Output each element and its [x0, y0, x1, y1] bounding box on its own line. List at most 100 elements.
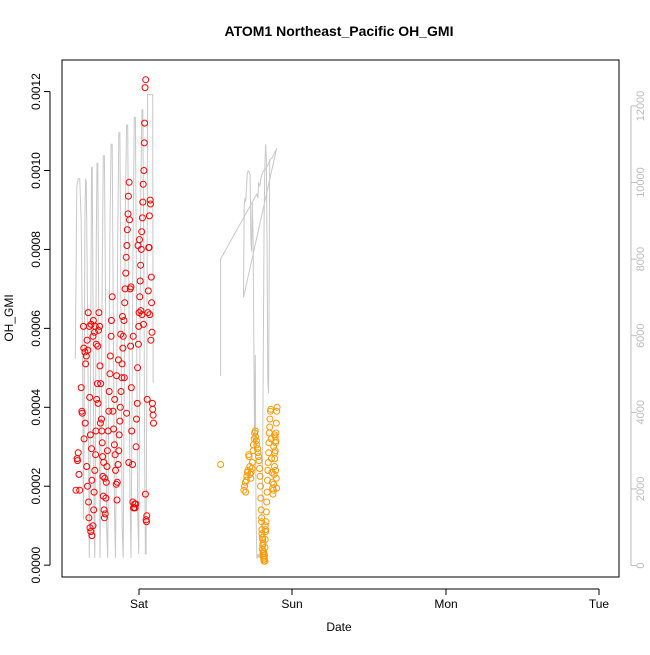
data-point-series-2: [272, 474, 280, 482]
data-point-series-1: [128, 427, 136, 435]
data-point-series-1: [75, 470, 83, 478]
data-point-series-1: [132, 443, 140, 451]
data-point-series-1: [98, 415, 105, 423]
data-point-series-1: [94, 399, 102, 407]
data-point-series-1: [97, 380, 105, 388]
data-point-series-1: [85, 498, 93, 506]
data-point-series-1: [77, 384, 85, 392]
data-point-series-1: [92, 451, 100, 459]
data-point-series-1: [96, 362, 104, 370]
data-point-series-1: [111, 395, 119, 403]
data-point-series-1: [138, 311, 146, 319]
data-point-series-1: [96, 419, 104, 427]
data-point-series-1: [84, 309, 92, 317]
data-point-series-1: [137, 307, 145, 315]
data-point-series-1: [78, 409, 86, 417]
data-point-series-1: [84, 482, 91, 490]
data-point-series-1: [141, 84, 149, 92]
data-point-series-1: [113, 372, 121, 380]
data-point-series-1: [149, 405, 157, 413]
data-point-series-2: [262, 508, 270, 516]
data-point-series-1: [145, 244, 153, 251]
y2-tick-label: 6000: [635, 323, 647, 347]
data-point-series-2: [264, 466, 272, 474]
data-point-series-1: [86, 393, 94, 401]
chart-title: ATOM1 Northeast_Pacific OH_GMI: [225, 23, 454, 39]
data-point-series-1: [85, 514, 93, 522]
data-point-series-2: [272, 429, 280, 437]
data-point-series-1: [136, 236, 143, 244]
data-point-series-1: [123, 226, 131, 234]
data-point-series-2: [265, 439, 273, 447]
data-point-series-1: [101, 510, 109, 518]
data-point-series-1: [136, 293, 144, 301]
data-point-series-2: [252, 433, 260, 441]
y2-tick-label: 4000: [635, 400, 647, 424]
data-point-series-1: [86, 431, 94, 439]
data-point-series-2: [266, 415, 274, 423]
data-point-series-1: [87, 320, 95, 328]
data-point-series-2: [268, 455, 275, 463]
data-point-series-1: [103, 447, 111, 455]
data-point-series-1: [116, 403, 124, 411]
data-point-series-1: [146, 196, 154, 204]
data-point-series-1: [89, 317, 97, 324]
data-point-series-1: [114, 461, 122, 468]
data-point-series-2: [253, 441, 261, 449]
altitude-line-segment: [74, 94, 155, 558]
x-tick-label: Sun: [281, 597, 302, 611]
data-point-series-1: [121, 285, 129, 293]
data-point-series-1: [99, 472, 107, 480]
data-point-series-1: [148, 328, 156, 336]
data-point-series-1: [123, 409, 131, 417]
data-point-series-1: [76, 486, 84, 494]
x-axis: Sat Sun Mon Tue: [130, 588, 609, 611]
data-point-series-1: [118, 360, 126, 368]
data-point-series-2: [240, 486, 248, 494]
data-point-series-1: [133, 399, 141, 407]
data-point-series-1: [124, 192, 132, 200]
data-point-series-1: [89, 332, 97, 340]
data-point-series-1: [72, 486, 80, 494]
data-point-series-2: [261, 536, 269, 543]
x-tick-label: Sat: [130, 597, 149, 611]
data-point-series-2: [255, 457, 263, 465]
data-point-series-1: [136, 277, 144, 285]
points-layer: [72, 76, 281, 565]
data-point-series-2: [271, 433, 279, 441]
altitude-line-segment: [220, 149, 277, 376]
data-point-series-1: [93, 380, 101, 388]
data-point-series-1: [90, 506, 98, 514]
data-point-series-2: [256, 465, 264, 472]
y2-tick-label: 0: [635, 562, 647, 568]
data-point-series-1: [100, 514, 108, 522]
data-point-series-1: [105, 388, 113, 395]
data-point-series-1: [91, 328, 98, 336]
data-point-series-1: [127, 283, 135, 291]
data-point-series-1: [122, 253, 130, 261]
data-point-series-1: [148, 299, 156, 307]
data-point-series-2: [245, 453, 253, 461]
data-point-series-1: [116, 417, 124, 425]
data-point-series-1: [148, 399, 156, 407]
data-point-series-1: [94, 342, 102, 350]
data-point-series-2: [264, 459, 272, 466]
data-point-series-1: [102, 478, 110, 486]
data-point-series-1: [83, 463, 91, 470]
data-point-series-1: [83, 336, 91, 344]
data-point-series-1: [127, 384, 135, 392]
data-point-series-2: [259, 540, 267, 547]
data-point-series-1: [89, 522, 97, 530]
data-point-series-1: [132, 500, 140, 508]
y-tick-label: 0.0010: [29, 152, 43, 189]
data-point-series-1: [126, 216, 133, 224]
data-point-series-2: [272, 437, 280, 445]
data-point-series-2: [272, 466, 280, 474]
data-point-series-1: [102, 494, 110, 502]
data-point-series-1: [84, 346, 92, 354]
data-point-series-1: [95, 309, 103, 317]
data-point-series-1: [107, 332, 115, 340]
data-point-series-2: [252, 437, 260, 445]
data-point-series-1: [141, 119, 149, 127]
